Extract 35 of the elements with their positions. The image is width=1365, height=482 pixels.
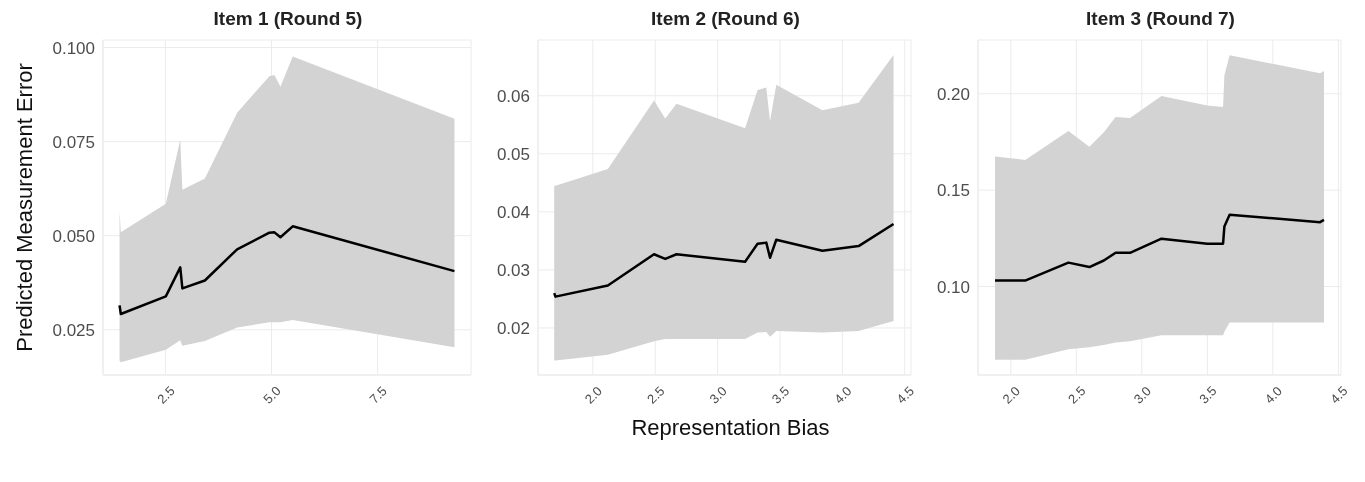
y-tick-label: 0.075	[52, 132, 95, 152]
y-tick-label: 0.025	[52, 320, 95, 340]
x-tick-label: 4.5	[1327, 383, 1351, 407]
line-series	[118, 225, 456, 316]
x-tick-label: 5.0	[260, 383, 284, 407]
y-tick-label: 0.04	[496, 202, 530, 222]
x-tick-label: 2.5	[1065, 383, 1089, 407]
x-tick-label: 3.0	[1130, 383, 1155, 407]
y-tick-label: 0.05	[496, 144, 530, 164]
y-tick-label: 0.15	[936, 181, 970, 201]
chart-title: Item 3 (Round 7)	[1085, 8, 1236, 31]
y-axis-title: Predicted Measurement Error	[11, 63, 37, 352]
x-tick-label: 4.0	[831, 383, 855, 407]
y-tick-label: 0.10	[936, 277, 970, 297]
y-tick-label: 0.06	[496, 86, 530, 106]
x-tick-label: 3.0	[706, 383, 730, 407]
x-tick-label: 7.5	[366, 383, 390, 407]
x-tick-label: 4.0	[1261, 383, 1286, 407]
x-tick-label: 2.0	[581, 383, 606, 407]
x-tick-label: 2.0	[999, 383, 1023, 407]
line-series	[552, 222, 895, 298]
x-tick-label: 3.5	[1196, 383, 1220, 407]
y-tick-label: 0.03	[496, 260, 530, 280]
x-tick-label: 2.5	[644, 383, 668, 407]
line-series	[993, 213, 1326, 282]
y-tick-label: 0.20	[936, 84, 970, 104]
x-tick-label: 2.5	[154, 383, 178, 407]
chart-title: Item 1 (Round 5)	[212, 8, 364, 31]
y-tick-label: 0.050	[52, 226, 95, 246]
y-tick-label: 0.100	[52, 38, 95, 58]
x-tick-label: 4.5	[893, 383, 917, 407]
x-axis-title: Representation Bias	[630, 415, 831, 441]
chart-title: Item 2 (Round 6)	[650, 8, 801, 31]
x-tick-label: 3.5	[768, 383, 793, 407]
y-tick-label: 0.02	[496, 319, 530, 339]
